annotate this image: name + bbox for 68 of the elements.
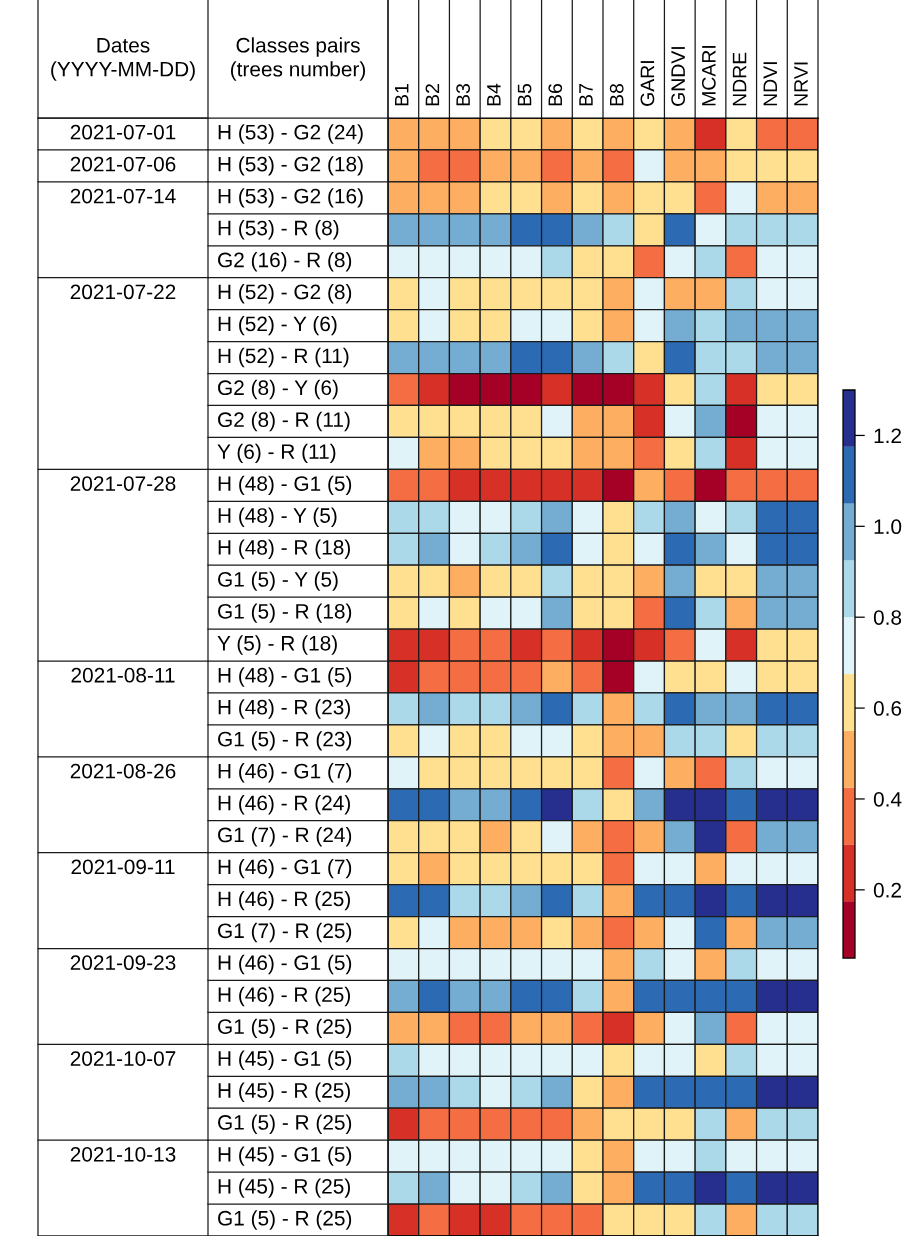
color-bar-label: 0.4: [873, 791, 902, 807]
y2-axis-title: Dates (YYYY-MM-DD): [51, 38, 195, 81]
x-tick-label: MCARI: [701, 46, 716, 106]
y2-tick-label: 2021-10-13: [70, 1146, 176, 1162]
y-tick-label: G1 (5) - R (25): [218, 1114, 352, 1134]
color-bar-label: 0.8: [873, 610, 902, 625]
y2-tick-label: 2021-07-28: [70, 476, 176, 491]
y-tick-label: H (45) - G1 (5): [218, 1146, 352, 1166]
x-tick-label: B2: [425, 84, 440, 106]
x-tick-label: GNDVI: [671, 47, 686, 106]
y-tick-label: H (53) - R (8): [218, 220, 339, 240]
x-tick-label: B4: [487, 83, 501, 106]
y-tick-label: G2 (16) - R (8): [218, 252, 352, 272]
y2-tick-label: 2021-09-23: [70, 955, 176, 971]
y2-tick-label: 2021-10-07: [70, 1051, 176, 1066]
x-tick-label: NDRE: [732, 52, 747, 106]
y-tick-label: H (52) - G2 (8): [218, 283, 352, 304]
y-axis-title: Classes pairs (trees number): [230, 37, 366, 81]
y-tick-label: G1 (5) - Y (5): [218, 571, 338, 591]
y-tick-label: G1 (7) - R (25): [218, 922, 352, 943]
color-bar-label: 1.2: [874, 428, 901, 443]
x-tick-label: B1: [395, 84, 409, 106]
x-tick-label: B8: [609, 83, 624, 106]
y-tick-label: H (48) - R (18): [218, 539, 350, 559]
color-bar-label: 0.6: [873, 701, 902, 716]
y-tick-label: H (53) - G2 (18): [218, 156, 363, 176]
y2-tick-label: 2021-07-01: [70, 124, 176, 140]
y-tick-label: H (53) - G2 (24): [218, 124, 363, 144]
y-tick-label: H (46) - G1 (7): [218, 858, 352, 879]
x-tick-label: B3: [456, 83, 471, 106]
y-tick-label: G1 (5) - R (25): [218, 1210, 352, 1230]
y-tick-label: H (45) - G1 (5): [218, 1050, 352, 1071]
y-tick-label: H (46) - R (24): [218, 795, 350, 815]
y-tick-label: G1 (7) - R (24): [218, 827, 352, 847]
x-tick-label: GARI: [640, 61, 655, 106]
y-tick-label: H (46) - G1 (5): [218, 954, 352, 975]
y-tick-label: G2 (8) - Y (6): [218, 379, 338, 400]
y-tick-label: H (48) - G1 (5): [218, 475, 352, 496]
y-tick-label: H (45) - R (25): [218, 1082, 350, 1102]
y2-tick-label: 2021-08-26: [70, 763, 176, 779]
y-tick-label: Y (5) - R (18): [217, 635, 337, 655]
y-tick-label: G1 (5) - R (23): [218, 731, 352, 751]
x-tick-label: B5: [517, 83, 532, 106]
y-tick-label: H (48) - G1 (5): [218, 667, 352, 687]
y2-tick-label: 2021-09-11: [71, 859, 175, 875]
color-bar-label: 0.2: [873, 882, 901, 898]
y2-tick-label: 2021-08-11: [71, 667, 175, 683]
y-tick-label: H (52) - R (11): [218, 347, 349, 368]
y-tick-label: H (48) - Y (5): [218, 507, 337, 527]
y-tick-label: H (53) - G2 (16): [218, 188, 363, 208]
y-tick-label: G2 (8) - R (11): [218, 411, 350, 432]
color-bar-label: 1.0: [874, 519, 902, 535]
y-tick-label: G1 (5) - R (18): [218, 603, 352, 623]
x-tick-label: B6: [548, 83, 563, 106]
y-tick-label: H (52) - Y (6): [218, 315, 337, 336]
x-tick-label: B7: [579, 84, 593, 106]
y-tick-label: H (46) - G1 (7): [218, 763, 352, 783]
y-tick-label: H (46) - R (25): [218, 890, 350, 911]
y-tick-label: H (46) - R (25): [218, 986, 350, 1007]
y-tick-label: G1 (5) - R (25): [218, 1018, 352, 1039]
y-tick-label: Y (6) - R (11): [217, 443, 336, 464]
y-tick-label: H (48) - R (23): [218, 699, 350, 719]
y2-tick-label: 2021-07-06: [70, 156, 176, 172]
x-tick-label: NDVI: [763, 62, 777, 106]
x-tick-label: NRVI: [794, 62, 808, 106]
y2-tick-label: 2021-07-14: [70, 188, 176, 204]
y2-tick-label: 2021-07-22: [70, 284, 176, 300]
y-tick-label: H (45) - R (25): [218, 1178, 350, 1198]
